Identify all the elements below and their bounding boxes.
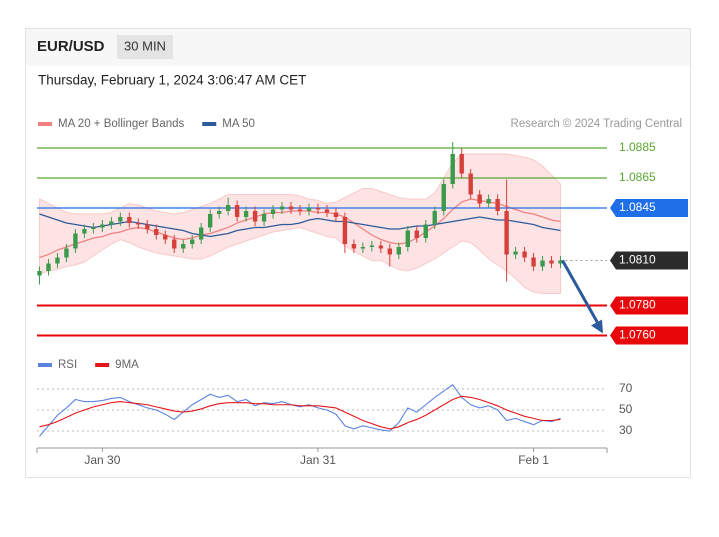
candle-body — [225, 205, 231, 211]
candle-body — [306, 208, 312, 211]
candle-body — [270, 209, 276, 214]
candle-body — [136, 223, 141, 225]
candle-body — [432, 211, 437, 225]
candle-body — [172, 239, 177, 249]
candle-body — [387, 248, 393, 255]
level-label: 1.0760 — [619, 328, 656, 342]
candle-body — [73, 233, 78, 249]
candle-body — [351, 244, 357, 249]
candle-body — [234, 205, 240, 217]
legend-label: 9MA — [115, 359, 139, 371]
legend-swatch — [38, 363, 52, 367]
candle-body — [333, 212, 339, 217]
level-label: 1.0865 — [619, 170, 656, 184]
legend-swatch — [95, 363, 110, 367]
candle-body — [243, 211, 249, 217]
candle-body — [441, 184, 446, 211]
candle-body — [163, 235, 168, 240]
candle-body — [495, 199, 500, 211]
candle-body — [558, 260, 563, 264]
candle-body — [100, 224, 105, 228]
indicator-line — [39, 384, 561, 437]
credit: Research © 2024 Trading Central — [511, 118, 682, 130]
candle-body — [315, 208, 321, 210]
candle-body — [190, 239, 195, 244]
interval: 30 MIN — [124, 38, 166, 53]
candle-body — [198, 227, 204, 240]
candle-body — [486, 199, 491, 204]
candle-body — [207, 214, 213, 228]
candle-body — [181, 244, 186, 249]
candle-body — [297, 209, 303, 211]
level-box — [610, 296, 688, 315]
forecast-arrow — [561, 259, 600, 325]
legend-label: RSI — [58, 359, 77, 371]
candle-body — [414, 230, 419, 238]
candle-body — [37, 271, 42, 276]
candle-body — [459, 154, 464, 174]
candle-body — [423, 224, 428, 238]
legend-swatch — [202, 122, 217, 126]
candle-body — [216, 211, 222, 214]
candle-body — [127, 217, 132, 223]
candle-body — [324, 209, 330, 213]
candle-body — [82, 229, 87, 234]
x-tick-label: Jan 31 — [300, 453, 336, 467]
legend-swatch — [38, 122, 52, 126]
level-label: 1.0845 — [619, 200, 656, 214]
candle-body — [279, 206, 285, 210]
candle-body — [522, 251, 527, 258]
candle-body — [252, 211, 258, 222]
candle-body — [504, 211, 509, 255]
candle-body — [118, 217, 123, 222]
candle-body — [288, 206, 294, 210]
interval-box — [117, 35, 173, 59]
candle-body — [91, 227, 96, 229]
candle-body — [378, 245, 384, 249]
timestamp: Thursday, February 1, 2024 3:06:47 AM CE… — [38, 73, 306, 88]
bollinger-band — [38, 153, 562, 294]
candle-body — [360, 247, 366, 249]
candle-body — [450, 154, 455, 184]
candle-body — [46, 263, 51, 271]
x-tick-label: Jan 30 — [84, 453, 120, 467]
candle-body — [405, 230, 410, 247]
candle-body — [513, 251, 518, 255]
candle-body — [64, 248, 69, 258]
symbol: EUR/USD — [37, 38, 105, 55]
candle-body — [55, 257, 60, 264]
moving-average — [39, 213, 561, 238]
indicator-line — [39, 395, 561, 430]
level-box — [610, 251, 688, 270]
candle-body — [540, 260, 545, 267]
level-box — [610, 326, 688, 345]
level-label: 1.0780 — [619, 298, 656, 312]
forecast-arrowhead — [591, 319, 603, 334]
legend-label: MA 50 — [222, 118, 255, 130]
y-tick-label: 30 — [619, 423, 633, 437]
candle-body — [154, 229, 159, 235]
candle-body — [109, 221, 114, 225]
candle-body — [531, 257, 536, 267]
level-label: 1.0810 — [619, 253, 656, 267]
y-tick-label: 70 — [619, 381, 633, 395]
candle-body — [549, 260, 554, 264]
y-tick-label: 50 — [619, 402, 633, 416]
x-tick-label: Feb 1 — [518, 453, 549, 467]
candle-body — [468, 173, 473, 195]
level-box — [610, 199, 688, 217]
candle-body — [261, 214, 267, 222]
level-label: 1.0885 — [619, 140, 656, 154]
candle-body — [145, 224, 150, 229]
candle-body — [396, 247, 402, 255]
candle-body — [342, 217, 348, 244]
legend-label: MA 20 + Bollinger Bands — [58, 118, 185, 130]
candle-body — [369, 245, 375, 247]
candle-body — [477, 194, 482, 204]
